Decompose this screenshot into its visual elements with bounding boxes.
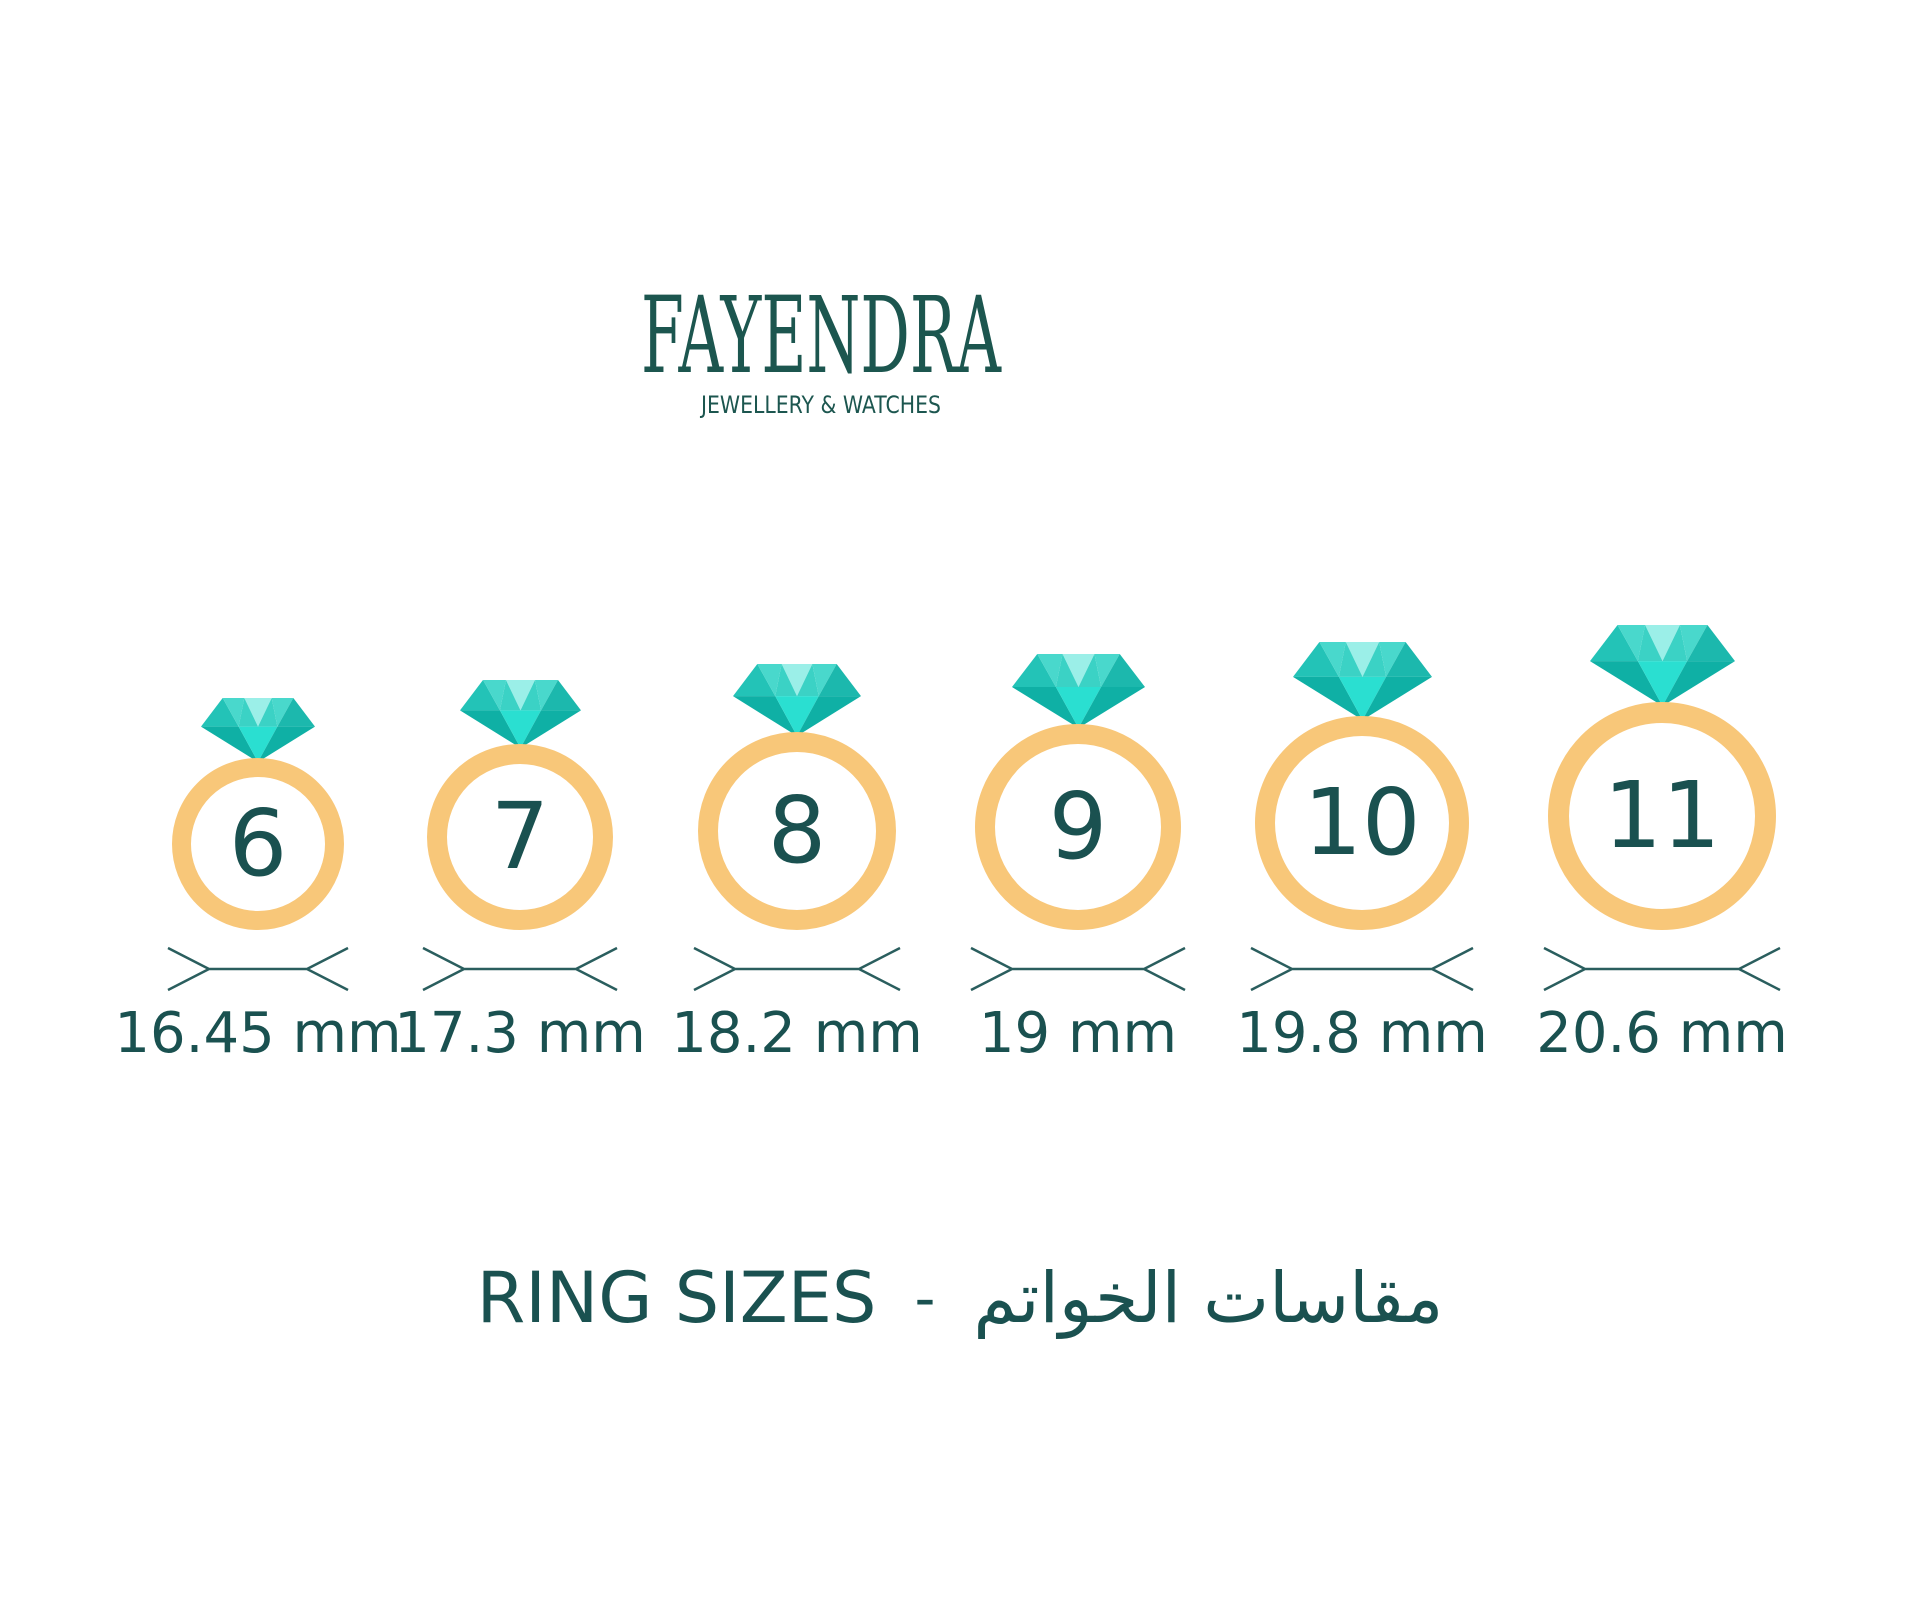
- footer-title-ar: مقاسات الخواتم: [973, 1257, 1444, 1339]
- dimension-arrows: [422, 946, 618, 992]
- dimension-arrows: [1250, 946, 1474, 992]
- diameter-label: 20.6 mm: [1536, 1001, 1788, 1066]
- ring-size-number: 6: [228, 790, 288, 897]
- diamond-icon: [1589, 625, 1735, 706]
- ring-size-number: 9: [1048, 773, 1108, 880]
- ring-size-number: 11: [1603, 762, 1721, 869]
- dimension-arrows: [1543, 946, 1781, 992]
- diamond-icon: [1011, 654, 1145, 728]
- diameter-label: 18.2 mm: [671, 1001, 923, 1066]
- ring-size-number: 8: [767, 777, 827, 884]
- footer-title: RING SIZES - مقاسات الخواتم: [0, 1250, 1920, 1346]
- dimension-arrows: [970, 946, 1186, 992]
- brand-name: FAYENDRA: [641, 274, 1002, 397]
- footer-separator: -: [914, 1264, 936, 1332]
- dimension-arrows: [693, 946, 901, 992]
- dimension-arrows: [167, 946, 349, 992]
- diameter-label: 16.45 mm: [114, 1001, 402, 1066]
- brand-tagline: JEWELLERY & WATCHES: [699, 391, 941, 419]
- ring-size-number: 10: [1303, 769, 1421, 876]
- diameter-label: 19 mm: [978, 1001, 1178, 1066]
- diamond-icon: [1292, 642, 1432, 720]
- brand-logo: FAYENDRA JEWELLERY & WATCHES: [641, 274, 1002, 419]
- diamond-icon: [201, 698, 315, 762]
- diameter-label: 17.3 mm: [394, 1001, 646, 1066]
- diamond-icon: [733, 664, 861, 736]
- diamond-icon: [459, 680, 581, 748]
- footer-title-en: RING SIZES: [476, 1257, 877, 1339]
- ring-size-number: 7: [490, 783, 550, 890]
- diameter-label: 19.8 mm: [1236, 1001, 1488, 1066]
